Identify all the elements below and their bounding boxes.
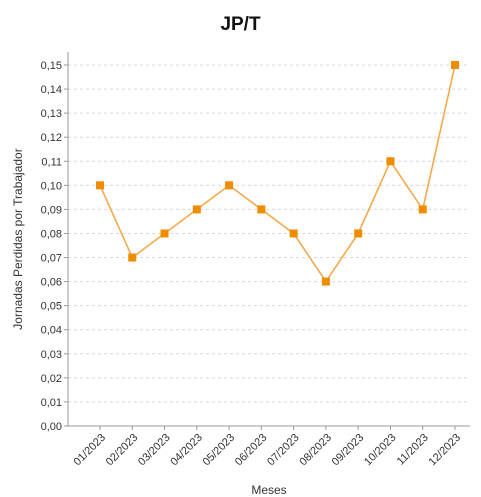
x-tick-label: 04/2023 (168, 432, 205, 469)
x-tick-label: 08/2023 (297, 432, 334, 469)
data-point (451, 61, 459, 69)
x-tick-label: 12/2023 (427, 432, 464, 469)
data-point (192, 205, 201, 214)
series-line (99, 64, 456, 284)
y-tick-label: 0,03 (41, 349, 62, 361)
y-tick-label: 0,12 (41, 132, 62, 144)
y-tick-label: 0,00 (41, 421, 62, 433)
data-point (354, 229, 363, 238)
data-point (386, 157, 395, 166)
y-tick-label: 0,06 (41, 277, 62, 289)
x-tick-label: 07/2023 (265, 432, 302, 469)
data-point (96, 181, 104, 190)
x-axis-ticks: 01/202302/202303/202304/202305/202306/20… (72, 426, 464, 469)
data-point (225, 181, 234, 190)
series-group (96, 61, 459, 286)
x-tick-label: 06/2023 (233, 432, 270, 469)
x-tick-label: 10/2023 (362, 432, 399, 469)
x-axis-label: Meses (251, 483, 286, 497)
grid-lines (68, 64, 470, 403)
data-point (321, 277, 330, 286)
y-tick-label: 0,05 (41, 301, 62, 313)
y-tick-label: 0,13 (41, 108, 62, 120)
y-tick-label: 0,07 (41, 253, 62, 265)
y-tick-label: 0,02 (41, 373, 62, 385)
y-tick-label: 0,15 (41, 60, 62, 72)
data-point (289, 229, 298, 238)
y-tick-label: 0,09 (41, 204, 62, 216)
y-tick-label: 0,10 (41, 180, 62, 192)
y-tick-label: 0,08 (41, 228, 62, 240)
x-tick-label: 09/2023 (330, 432, 367, 469)
x-tick-label: 03/2023 (136, 432, 173, 469)
data-point (128, 253, 137, 262)
y-tick-label: 0,01 (41, 397, 62, 409)
y-tick-label: 0,04 (41, 325, 62, 337)
x-tick-label: 11/2023 (395, 432, 431, 468)
x-tick-label: 02/2023 (104, 432, 141, 469)
data-point (160, 229, 169, 238)
x-tick-label: 05/2023 (201, 432, 238, 469)
y-tick-label: 0,14 (41, 84, 62, 96)
chart-title: JP/T (220, 14, 261, 35)
x-tick-label: 01/2023 (72, 432, 109, 469)
y-axis-ticks: 0,00 0,01 0,02 0,03 0,04 0,05 0,06 0,07 0,08 0,09… (41, 60, 68, 433)
data-point (418, 205, 427, 214)
data-point (257, 205, 266, 214)
y-axis-label: Jornadas Perdidas por Trabajador (11, 148, 25, 329)
y-tick-label: 0,11 (41, 156, 62, 168)
